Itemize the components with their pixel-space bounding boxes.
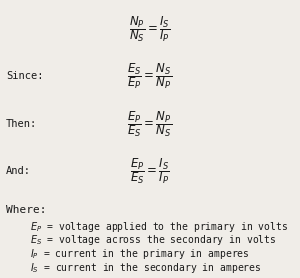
Text: $E_S$ = voltage across the secondary in volts: $E_S$ = voltage across the secondary in … <box>30 234 277 247</box>
Text: $\dfrac{E_P}{E_S} = \dfrac{N_P}{N_S}$: $\dfrac{E_P}{E_S} = \dfrac{N_P}{N_S}$ <box>128 109 172 139</box>
Text: $E_P$ = voltage applied to the primary in volts: $E_P$ = voltage applied to the primary i… <box>30 220 288 234</box>
Text: $I_P$ = current in the primary in amperes: $I_P$ = current in the primary in ampere… <box>30 247 250 261</box>
Text: Where:: Where: <box>6 205 46 215</box>
Text: $\dfrac{N_P}{N_S} = \dfrac{I_S}{I_P}$: $\dfrac{N_P}{N_S} = \dfrac{I_S}{I_P}$ <box>129 14 171 44</box>
Text: Then:: Then: <box>6 119 37 129</box>
Text: And:: And: <box>6 166 31 176</box>
Text: Since:: Since: <box>6 71 43 81</box>
Text: $\dfrac{E_P}{E_S} = \dfrac{I_S}{I_P}$: $\dfrac{E_P}{E_S} = \dfrac{I_S}{I_P}$ <box>130 156 170 186</box>
Text: $\dfrac{E_S}{E_P} = \dfrac{N_S}{N_P}$: $\dfrac{E_S}{E_P} = \dfrac{N_S}{N_P}$ <box>128 61 172 91</box>
Text: $I_S$ = current in the secondary in amperes: $I_S$ = current in the secondary in ampe… <box>30 261 262 275</box>
